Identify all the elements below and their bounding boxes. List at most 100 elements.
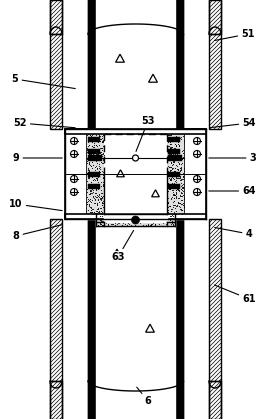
Point	[174, 162, 179, 168]
Point	[101, 156, 105, 163]
Point	[95, 210, 100, 216]
Point	[181, 173, 185, 180]
Point	[170, 157, 174, 163]
Point	[169, 168, 173, 175]
Point	[93, 192, 98, 199]
Point	[177, 168, 181, 175]
Point	[104, 217, 108, 224]
Point	[172, 178, 177, 184]
Point	[172, 185, 177, 191]
Point	[88, 191, 93, 198]
Point	[116, 211, 120, 218]
Point	[178, 177, 182, 184]
Point	[125, 213, 129, 220]
Point	[99, 217, 104, 224]
Point	[106, 222, 110, 229]
Point	[95, 186, 100, 192]
Point	[133, 222, 137, 229]
Point	[109, 222, 114, 229]
Point	[165, 155, 169, 161]
Point	[174, 173, 178, 180]
Point	[172, 191, 176, 197]
Point	[87, 142, 92, 148]
Point	[173, 140, 177, 147]
Point	[129, 215, 133, 222]
Point	[101, 178, 105, 185]
Bar	[184, 129, 206, 219]
Point	[180, 207, 184, 213]
Point	[176, 138, 180, 145]
Point	[180, 187, 185, 194]
Point	[86, 167, 91, 173]
Point	[101, 221, 105, 228]
Point	[101, 201, 106, 207]
Point	[98, 220, 102, 226]
Point	[179, 160, 183, 167]
Point	[179, 201, 184, 208]
Point	[166, 163, 170, 170]
Point	[169, 208, 173, 215]
Point	[96, 222, 101, 229]
Point	[88, 190, 93, 197]
Text: 3: 3	[209, 153, 256, 163]
Point	[168, 138, 173, 145]
Point	[179, 167, 183, 173]
Point	[167, 216, 171, 223]
Point	[88, 207, 93, 214]
Point	[172, 145, 176, 152]
Point	[118, 218, 122, 225]
Point	[129, 217, 133, 224]
Point	[177, 134, 181, 141]
Point	[85, 167, 90, 173]
Point	[144, 214, 149, 221]
Point	[148, 215, 153, 222]
Point	[92, 149, 96, 156]
Point	[89, 199, 93, 205]
Point	[169, 159, 174, 166]
Point	[101, 193, 106, 199]
Point	[98, 222, 102, 229]
Point	[89, 178, 93, 185]
Point	[147, 217, 151, 224]
Bar	[65, 129, 87, 219]
Point	[95, 154, 100, 161]
Point	[95, 204, 100, 211]
Point	[99, 145, 104, 152]
Point	[160, 222, 165, 229]
Point	[92, 147, 96, 154]
Point	[112, 216, 116, 222]
Point	[167, 134, 171, 140]
Text: 64: 64	[209, 186, 256, 196]
Point	[176, 153, 180, 159]
Point	[140, 214, 145, 220]
Point	[94, 158, 99, 164]
Bar	[88, 173, 100, 178]
Point	[173, 202, 178, 208]
Bar	[87, 134, 104, 214]
Point	[168, 151, 172, 158]
Point	[160, 215, 164, 222]
Point	[173, 177, 178, 184]
Point	[90, 165, 95, 171]
Point	[180, 175, 185, 182]
Point	[137, 212, 141, 219]
Point	[86, 173, 90, 180]
Point	[174, 157, 179, 163]
Point	[175, 155, 179, 161]
Point	[126, 220, 131, 227]
Point	[163, 214, 168, 221]
Point	[179, 176, 183, 183]
Bar	[88, 137, 100, 142]
Bar	[168, 173, 180, 178]
Point	[95, 197, 100, 203]
Bar	[88, 155, 102, 161]
Point	[101, 199, 106, 206]
Point	[91, 194, 95, 201]
Point	[94, 174, 98, 181]
Point	[147, 221, 152, 228]
Point	[168, 145, 172, 152]
Point	[172, 135, 176, 142]
Point	[115, 216, 120, 222]
Point	[166, 155, 171, 161]
Point	[89, 208, 93, 215]
